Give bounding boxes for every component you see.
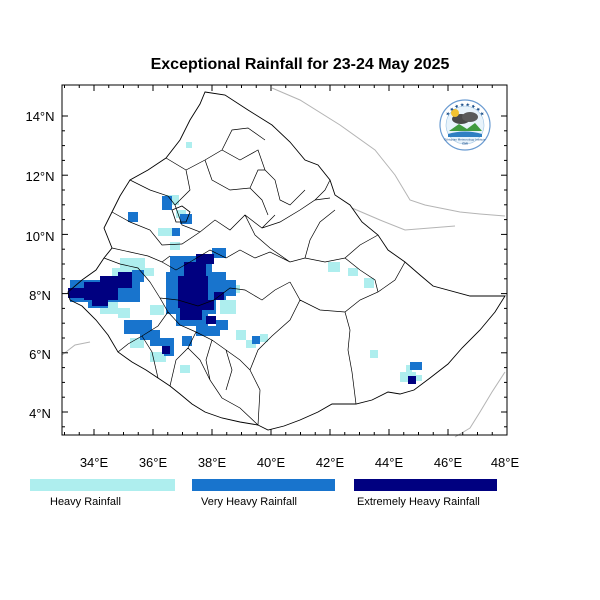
emi-logo: ★ ★ ★ ★ ★ ★ ★ ★ Ethiopian Meteorology In… bbox=[439, 99, 491, 151]
y-tick-label: 12°N bbox=[25, 169, 54, 184]
cloud-icon bbox=[462, 112, 478, 122]
x-tick-label: 34°E bbox=[80, 455, 109, 470]
legend-label-heavy: Heavy Rainfall bbox=[50, 496, 121, 508]
y-axis-labels: 14°N 12°N 10°N 8°N 6°N 4°N bbox=[25, 109, 54, 421]
region-borders bbox=[103, 127, 406, 426]
x-tick-label: 40°E bbox=[257, 455, 286, 470]
y-tick-label: 8°N bbox=[29, 288, 51, 303]
y-tick-label: 4°N bbox=[29, 406, 51, 421]
legend-swatch-heavy bbox=[30, 479, 175, 491]
country-outline bbox=[67, 91, 506, 431]
ethiopia-borders bbox=[67, 91, 506, 431]
y-tick-label: 10°N bbox=[25, 229, 54, 244]
extremely-heavy-rainfall-cells bbox=[68, 254, 416, 384]
logo-text: Ethiopian Meteorology Institute bbox=[444, 138, 486, 142]
y-axis-ticks bbox=[62, 115, 507, 428]
map-title: Exceptional Rainfall for 23-24 May 2025 bbox=[150, 56, 450, 73]
x-tick-label: 48°E bbox=[491, 455, 520, 470]
rainfall-cells bbox=[68, 142, 422, 384]
sun-icon bbox=[451, 109, 459, 117]
logo-abbr: EMI bbox=[462, 142, 468, 146]
x-axis-labels: 34°E 36°E 38°E 40°E 42°E 44°E 46°E 48°E bbox=[80, 455, 520, 470]
water-icon bbox=[448, 131, 482, 137]
legend-label-extremely-heavy: Extremely Heavy Rainfall bbox=[357, 496, 480, 508]
map-frame bbox=[61, 84, 508, 436]
neighbor-border-djibouti bbox=[351, 207, 456, 231]
x-axis-ticks bbox=[64, 85, 508, 435]
legend-swatch-extremely-heavy bbox=[354, 479, 497, 491]
x-tick-label: 42°E bbox=[316, 455, 345, 470]
legend-label-very-heavy: Very Heavy Rainfall bbox=[201, 496, 297, 508]
legend-swatch-very-heavy bbox=[192, 479, 335, 491]
x-tick-label: 44°E bbox=[375, 455, 404, 470]
y-tick-label: 14°N bbox=[25, 109, 54, 124]
neighbor-borders bbox=[61, 87, 506, 438]
neighbor-border-north bbox=[271, 87, 506, 217]
mountain-icon bbox=[449, 123, 482, 131]
neighbor-border-west bbox=[61, 341, 91, 356]
x-tick-label: 38°E bbox=[198, 455, 227, 470]
neighbor-border-southeast bbox=[454, 371, 506, 438]
lake-tana bbox=[171, 205, 191, 223]
y-tick-label: 6°N bbox=[29, 347, 51, 362]
x-tick-label: 46°E bbox=[434, 455, 463, 470]
x-tick-label: 36°E bbox=[139, 455, 168, 470]
